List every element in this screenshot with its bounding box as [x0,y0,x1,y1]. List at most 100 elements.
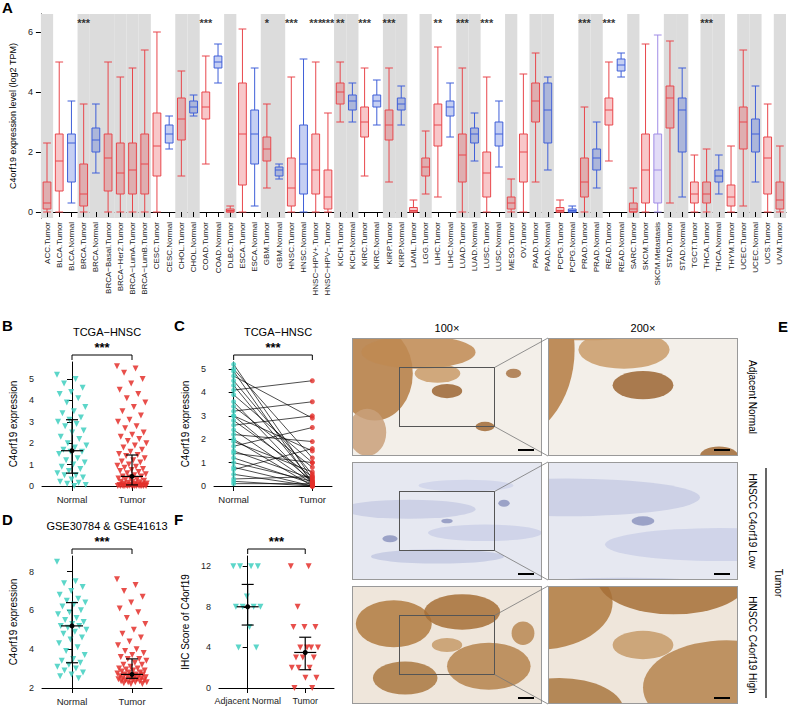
svg-text:Normal: Normal [57,494,88,505]
svg-text:PRAD.Normal: PRAD.Normal [592,222,601,272]
svg-text:5: 5 [29,374,34,384]
svg-text:BRCA−LumA.Tumor: BRCA−LumA.Tumor [128,222,137,295]
svg-text:Adjacent Normal: Adjacent Normal [747,360,758,434]
svg-text:3: 3 [201,411,206,421]
svg-text:BRCA−Basal.Tumor: BRCA−Basal.Tumor [104,222,113,294]
svg-text:ESCA.Tumor: ESCA.Tumor [238,222,247,269]
svg-text:3: 3 [29,417,34,427]
svg-text:C4orf19 expression level (log2: C4orf19 expression level (log2 TPM) [8,43,18,189]
svg-text:4: 4 [206,642,211,652]
svg-text:4: 4 [28,87,33,97]
svg-text:0: 0 [201,481,206,491]
svg-text:PCPG.Tumor: PCPG.Tumor [556,222,565,270]
svg-text:THCA.Tumor: THCA.Tumor [702,222,711,269]
svg-text:BRCA.Normal: BRCA.Normal [91,222,100,272]
svg-text:200×: 200× [631,322,656,334]
svg-text:***: *** [602,17,616,29]
svg-text:Normal: Normal [57,696,88,707]
svg-text:TCGA−HNSC: TCGA−HNSC [73,326,141,338]
svg-text:Tumor: Tumor [118,494,145,505]
svg-text:5: 5 [201,364,206,374]
svg-text:THYM.Tumor: THYM.Tumor [727,222,736,270]
svg-text:GSE30784 & GSE41613: GSE30784 & GSE41613 [46,520,167,532]
svg-text:2: 2 [201,434,206,444]
svg-text:STAD.Normal: STAD.Normal [678,222,687,271]
svg-text:PRAD.Tumor: PRAD.Tumor [580,222,589,270]
svg-text:KIRP.Normal: KIRP.Normal [397,222,406,268]
svg-text:COAD.Normal: COAD.Normal [214,222,223,273]
svg-text:Tumor: Tumor [118,696,145,707]
svg-text:BLCA.Normal: BLCA.Normal [67,222,76,271]
svg-text:4: 4 [29,395,34,405]
svg-text:C4orf19 expression: C4orf19 expression [8,579,19,666]
svg-text:KICH.Tumor: KICH.Tumor [336,222,345,266]
svg-text:1: 1 [29,460,34,470]
svg-text:SKCM.Metastasis: SKCM.Metastasis [653,222,662,286]
svg-text:***: *** [94,340,110,355]
svg-text:MESO.Tumor: MESO.Tumor [507,222,516,271]
svg-text:PCPG.Normal: PCPG.Normal [568,222,577,273]
svg-text:***: *** [199,17,213,29]
svg-text:HNSCC C4orf19 Low: HNSCC C4orf19 Low [747,473,758,569]
svg-text:LIHC.Tumor: LIHC.Tumor [433,222,442,266]
svg-text:6: 6 [29,605,34,615]
svg-text:2: 2 [29,683,34,693]
svg-text:PAAD.Normal: PAAD.Normal [543,222,552,271]
svg-text:DLBC.Tumor: DLBC.Tumor [226,222,235,269]
svg-text:GBM.Normal: GBM.Normal [275,222,284,268]
svg-text:LUAD.Normal: LUAD.Normal [470,222,479,272]
svg-text:CESC.Normal: CESC.Normal [165,222,174,272]
svg-text:BLCA.Tumor: BLCA.Tumor [55,222,64,268]
svg-text:KIRC.Normal: KIRC.Normal [372,222,381,269]
svg-text:***: *** [269,534,285,549]
svg-text:Tumor: Tumor [773,569,784,598]
svg-text:E: E [778,318,788,335]
svg-text:HNSCC C4orf19 High: HNSCC C4orf19 High [747,596,758,693]
svg-text:*: * [265,17,270,29]
svg-text:0: 0 [29,481,34,491]
svg-text:**: ** [434,17,443,29]
svg-text:UVM.Tumor: UVM.Tumor [775,222,784,265]
svg-text:TGCT.Tumor: TGCT.Tumor [690,222,699,268]
svg-text:LIHC.Normal: LIHC.Normal [446,222,455,268]
svg-text:***: *** [456,17,470,29]
svg-text:***: *** [322,17,336,29]
svg-text:0: 0 [206,683,211,693]
svg-text:BRCA−Her2.Tumor: BRCA−Her2.Tumor [116,222,125,292]
svg-text:Normal: Normal [218,494,249,505]
svg-text:4: 4 [29,644,34,654]
svg-text:READ.Tumor: READ.Tumor [604,222,613,270]
svg-text:6: 6 [28,27,33,37]
svg-text:ESCA.Normal: ESCA.Normal [250,222,259,272]
svg-text:Tumor: Tumor [292,696,318,706]
svg-text:C4orf19 expression: C4orf19 expression [180,381,191,468]
svg-text:***: *** [383,17,397,29]
svg-text:PAAD.Tumor: PAAD.Tumor [531,222,540,269]
svg-text:CHOL.Tumor: CHOL.Tumor [177,222,186,270]
svg-text:BRCA.Tumor: BRCA.Tumor [79,222,88,270]
svg-text:***: *** [480,17,494,29]
svg-text:COAD.Tumor: COAD.Tumor [201,222,210,270]
svg-text:***: *** [578,17,592,29]
svg-text:BRCA−LumB.Tumor: BRCA−LumB.Tumor [140,222,149,295]
svg-text:0: 0 [28,207,33,217]
svg-text:THCA.Normal: THCA.Normal [714,222,723,272]
svg-text:4: 4 [201,387,206,397]
svg-text:12: 12 [201,561,211,571]
svg-text:***: *** [358,17,372,29]
svg-text:***: *** [94,534,110,549]
svg-text:CESC.Tumor: CESC.Tumor [152,222,161,270]
svg-text:READ.Normal: READ.Normal [617,222,626,272]
svg-text:CHOL.Normal: CHOL.Normal [189,222,198,272]
svg-text:LUSC.Normal: LUSC.Normal [494,222,503,272]
svg-text:IHC Score of C4orf19: IHC Score of C4orf19 [180,574,191,670]
svg-text:ACC.Tumor: ACC.Tumor [43,222,52,264]
svg-text:**: ** [336,17,345,29]
svg-text:SARC.Tumor: SARC.Tumor [629,222,638,270]
svg-text:OV.Tumor: OV.Tumor [519,222,528,258]
svg-text:LUSC.Tumor: LUSC.Tumor [482,222,491,269]
svg-text:100×: 100× [435,322,460,334]
svg-text:KIRC.Tumor: KIRC.Tumor [360,222,369,266]
svg-text:***: *** [700,17,714,29]
svg-text:KICH.Normal: KICH.Normal [348,222,357,269]
